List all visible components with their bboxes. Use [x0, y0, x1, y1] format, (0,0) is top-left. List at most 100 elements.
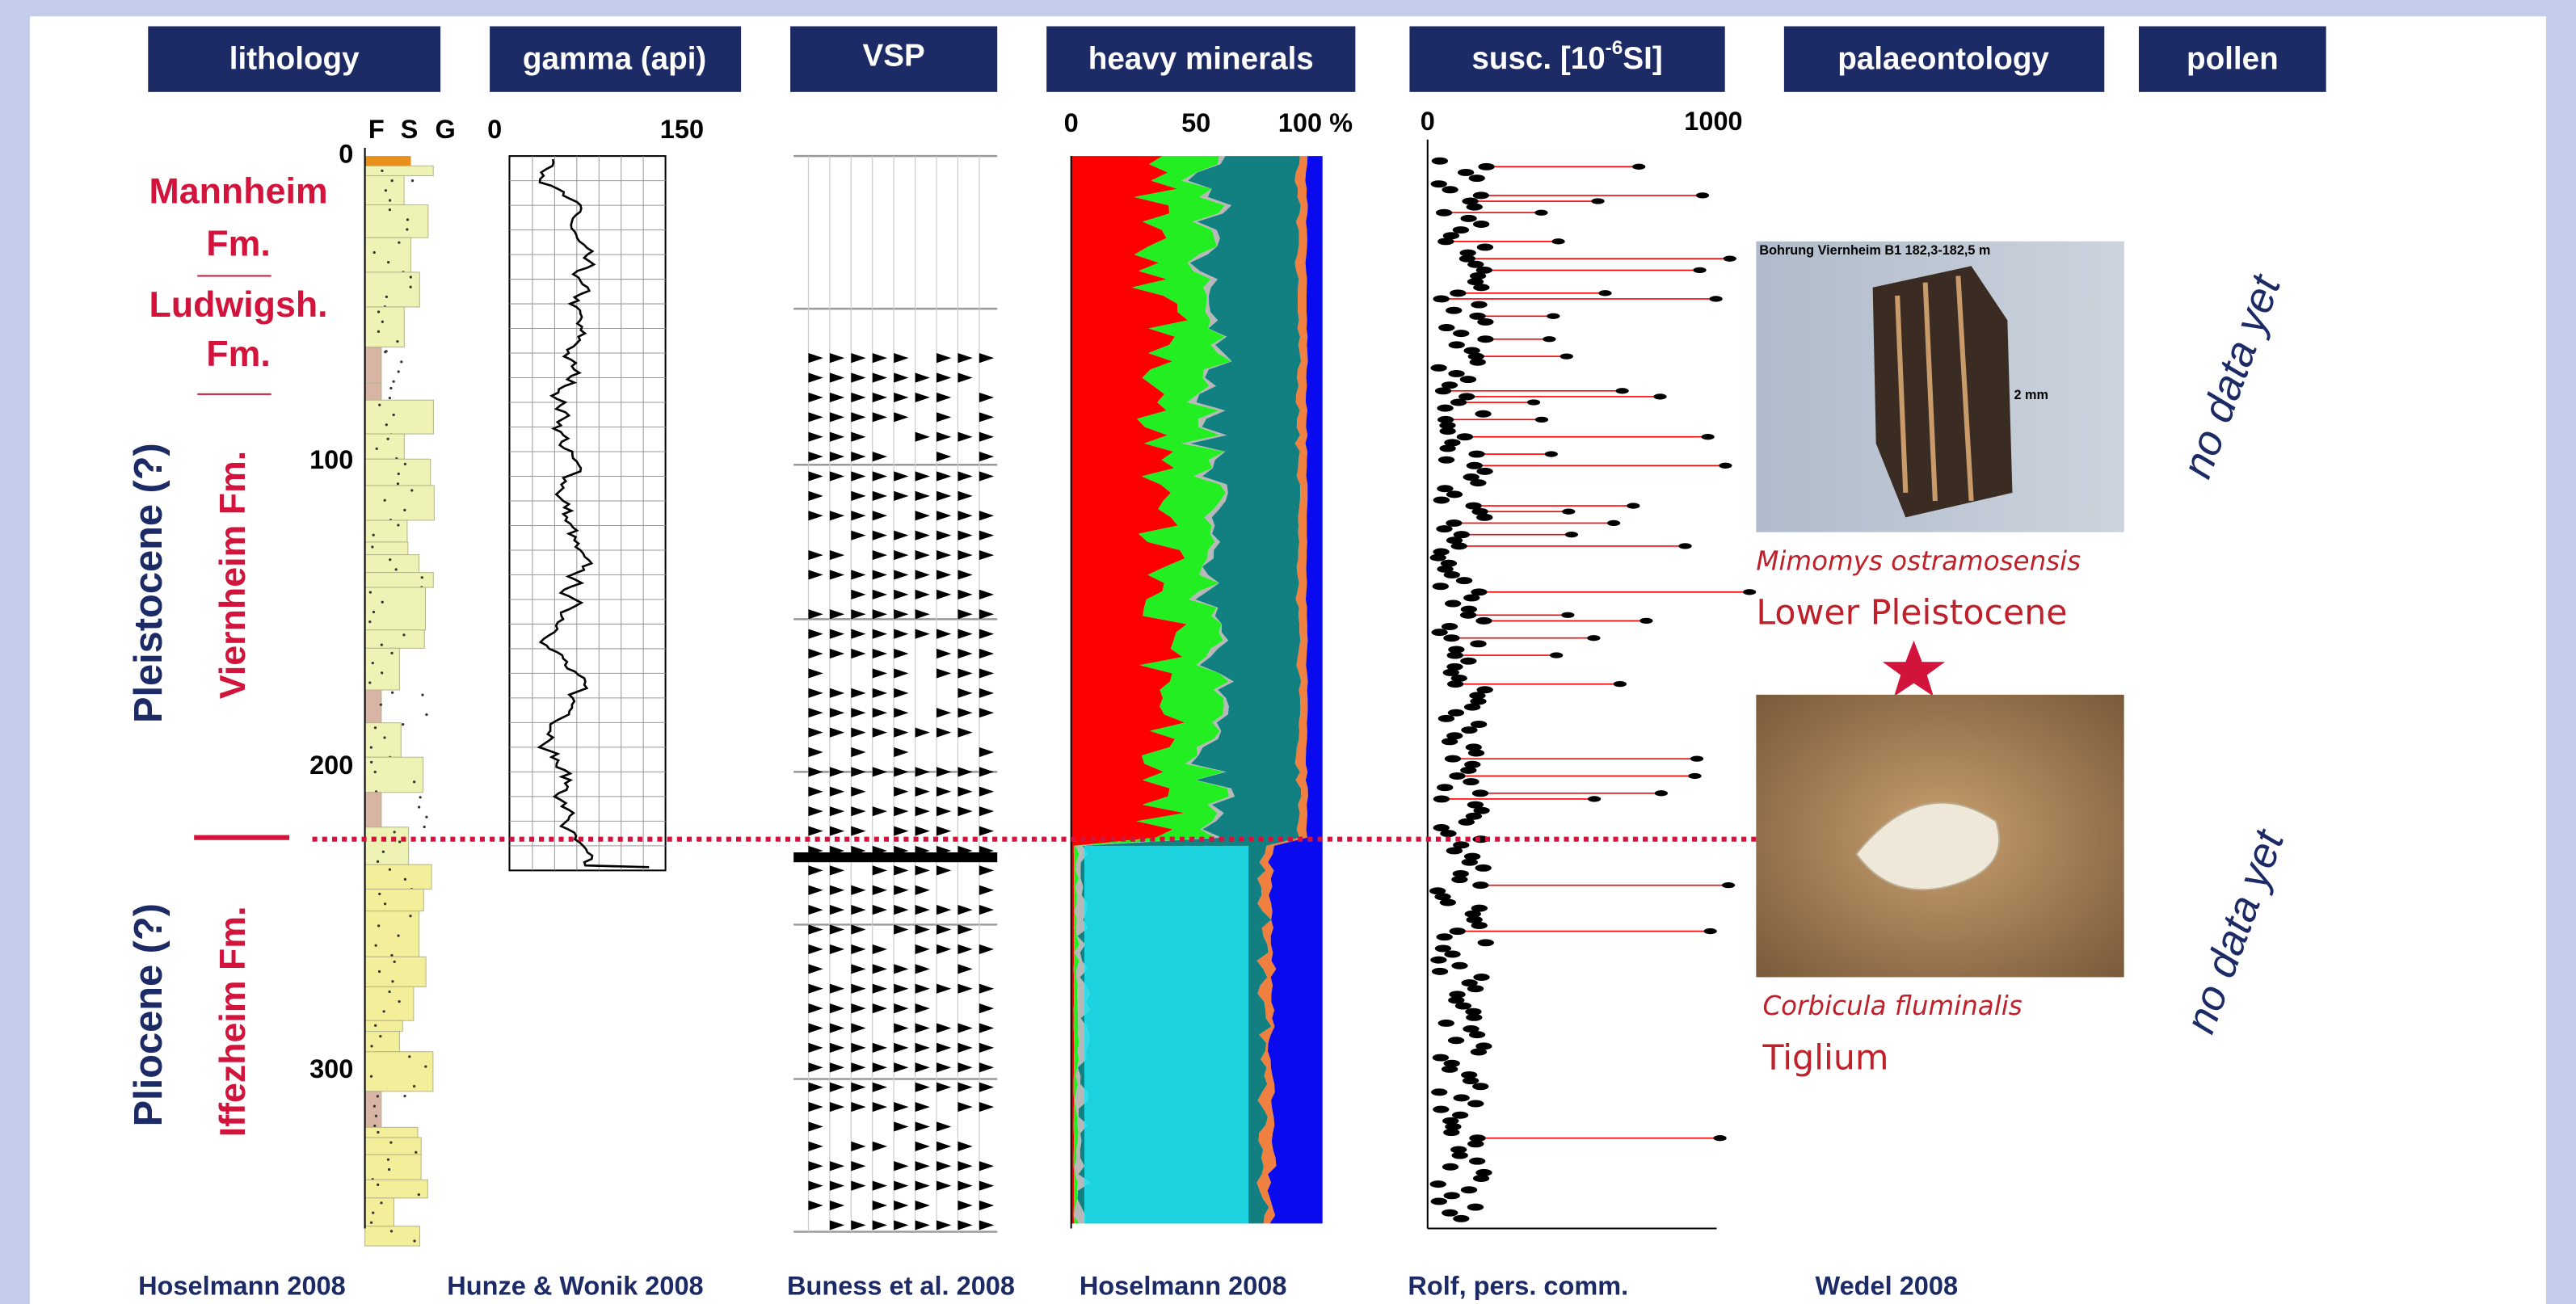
susc-point	[1607, 520, 1620, 526]
susc-point	[1476, 468, 1492, 475]
susc-point	[1655, 790, 1668, 796]
scale-label: 2 mm	[2014, 388, 2048, 402]
susc-point	[1448, 709, 1464, 717]
susc-point	[1433, 1054, 1449, 1062]
susc-point	[1475, 864, 1492, 872]
litho-bed	[365, 793, 381, 827]
litho-dot	[373, 251, 376, 254]
litho-dot	[374, 771, 377, 773]
susc-point	[1435, 387, 1451, 394]
susc-point	[1614, 681, 1627, 687]
susc-point	[1433, 1106, 1449, 1113]
litho-bed	[365, 1092, 381, 1128]
susc-point	[1453, 330, 1469, 337]
litho-dot	[404, 878, 406, 881]
litho-dot	[381, 321, 384, 323]
susc-point	[1722, 882, 1735, 888]
susc-point	[1462, 859, 1478, 866]
susc-point	[1627, 503, 1639, 508]
depth-tick-label: 100	[309, 445, 353, 474]
litho-bed	[365, 205, 428, 238]
species: Mimomys ostramosensis	[1756, 545, 2081, 576]
susc-point	[1451, 542, 1467, 549]
susc-point	[1615, 388, 1628, 393]
litho-dot	[415, 1151, 417, 1154]
vsp-reflector	[793, 852, 997, 862]
susc-point	[1653, 393, 1666, 399]
susc-point	[1433, 795, 1450, 802]
susc-point	[1550, 652, 1563, 658]
litho-dot	[384, 902, 386, 905]
susc-point	[1438, 456, 1454, 464]
litho-dot	[389, 397, 391, 399]
susc-point	[1438, 1020, 1454, 1027]
litho-dot	[403, 509, 406, 511]
litho-dot	[368, 681, 371, 684]
photo-caption: Bohrung Viernheim B1 182,3-182,5 m	[1759, 243, 1990, 258]
litho-bed	[365, 238, 411, 272]
litho-dot	[389, 387, 392, 389]
susc-point	[1463, 778, 1479, 785]
formation: Fm.	[206, 334, 271, 374]
litho-dot	[402, 723, 404, 726]
header: VSP	[863, 38, 925, 73]
litho-bed	[365, 486, 435, 520]
litho-dot	[397, 524, 399, 526]
litho-bed	[365, 911, 419, 957]
susc-point	[1438, 324, 1454, 331]
susc-point	[1562, 509, 1575, 515]
litho-dot	[370, 747, 373, 749]
litho-bed	[365, 1127, 418, 1138]
litho-dot	[373, 534, 375, 536]
susc-point	[1447, 680, 1463, 688]
litho-dot	[377, 330, 380, 333]
depth-tick-label: 300	[309, 1054, 353, 1083]
litho-bed	[365, 757, 423, 793]
litho-dot	[421, 576, 423, 578]
header: susc. [10-6SI]	[1471, 37, 1662, 76]
litho-dot	[376, 448, 378, 450]
susc-point	[1561, 612, 1574, 618]
litho-bed	[365, 1138, 422, 1155]
formation: Fm.	[206, 225, 271, 264]
susc-point	[1452, 1152, 1468, 1159]
litho-dot	[418, 1193, 420, 1196]
susc-point	[1431, 1088, 1447, 1096]
litho-dot	[397, 934, 399, 936]
litho-bed	[365, 889, 424, 911]
susc-point	[1433, 496, 1450, 503]
susc-point	[1471, 1049, 1487, 1056]
susc-point	[1436, 209, 1452, 217]
susc-point	[1430, 364, 1446, 372]
litho-dot	[377, 924, 380, 927]
litho-dot	[382, 851, 385, 853]
susc-point	[1433, 583, 1449, 590]
litho-dot	[373, 1125, 376, 1127]
litho-bed	[365, 347, 381, 384]
litho-dot	[398, 242, 400, 244]
litho-dot	[378, 404, 381, 406]
formation: Viernheim Fm.	[213, 451, 253, 699]
litho-dot	[391, 692, 394, 694]
susc-point	[1598, 290, 1611, 296]
susc-point	[1464, 704, 1480, 711]
susc-point	[1447, 652, 1463, 659]
susc-point	[1430, 1180, 1446, 1188]
epoch: Pleistocene (?)	[127, 443, 170, 723]
litho-dot	[374, 726, 377, 729]
litho-dot	[377, 310, 380, 313]
litho-dot	[369, 591, 372, 593]
litho-bed	[365, 690, 381, 723]
susc-point	[1437, 784, 1453, 791]
susc-point	[1468, 451, 1484, 458]
susc-point	[1469, 1158, 1485, 1165]
litho-dot	[380, 1201, 382, 1204]
susc-point	[1468, 750, 1484, 757]
susc-point	[1473, 1175, 1489, 1182]
susc-point	[1470, 640, 1486, 647]
susc-point	[1445, 600, 1461, 608]
litho-dot	[418, 806, 420, 808]
susc-point	[1454, 1094, 1470, 1101]
susc-point	[1436, 525, 1452, 532]
grain-label: S	[401, 115, 419, 144]
